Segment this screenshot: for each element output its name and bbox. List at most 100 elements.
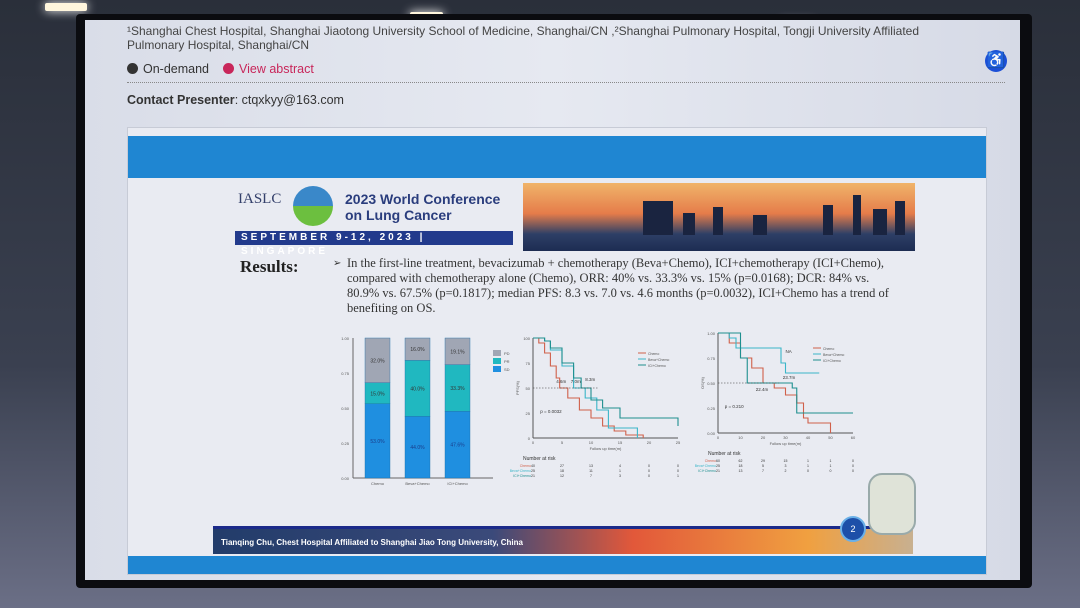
risk-value: 21 bbox=[531, 474, 535, 478]
risk-value: 5 bbox=[762, 464, 764, 468]
risk-value: 7 bbox=[762, 469, 764, 473]
risk-value: 13 bbox=[589, 464, 593, 468]
km-y-tick: 100 bbox=[523, 336, 530, 341]
km-x-tick: 5 bbox=[561, 440, 564, 445]
page-badge: 2 bbox=[840, 516, 866, 542]
view-abstract-text[interactable]: View abstract bbox=[239, 62, 314, 76]
km-legend-label: Beva+Chemo bbox=[823, 353, 844, 357]
bar-data-label: 40.0% bbox=[410, 386, 425, 392]
legend-swatch bbox=[493, 366, 501, 372]
km-y-tick: 0.50 bbox=[707, 381, 716, 386]
footer-author: Tianqing Chu, Chest Hospital Affiliated … bbox=[221, 538, 523, 547]
results-figures: 0.00 0.25 0.50 0.75 1.00 53.0% 15.0% 32.0% Chemo… bbox=[341, 331, 856, 486]
km-y-tick: 1.00 bbox=[707, 331, 716, 336]
on-demand-label: On-demand bbox=[127, 62, 209, 76]
km-y-tick: 50 bbox=[526, 386, 531, 391]
risk-value: 0 bbox=[852, 469, 854, 473]
risk-value: 18 bbox=[739, 464, 743, 468]
conference-title: 2023 World Conference on Lung Cancer bbox=[345, 191, 500, 223]
bar-data-label: 44.0% bbox=[410, 445, 425, 451]
bar-segment-pd bbox=[404, 337, 431, 361]
bar-y-tick: 0.75 bbox=[341, 371, 350, 376]
km-x-tick: 10 bbox=[589, 440, 594, 445]
bar-y-tick: 0.00 bbox=[341, 476, 350, 481]
bar-data-label: 15.0% bbox=[370, 391, 385, 397]
bar-data-label: 32.0% bbox=[370, 358, 385, 364]
km-y-tick: 0.25 bbox=[707, 406, 716, 411]
contact-label: Contact Presenter bbox=[127, 93, 235, 107]
risk-value: 0 bbox=[852, 459, 854, 463]
km-legend-label: ICI+Chemo bbox=[648, 364, 666, 368]
risk-row-label: Beva+Chemo bbox=[510, 469, 531, 473]
risk-value: 3 bbox=[619, 474, 621, 478]
results-heading: Results: bbox=[240, 257, 299, 276]
eposter: IASLC 2023 World Conference on Lung Cance… bbox=[127, 127, 987, 575]
risk-row-label: Beva+Chemo bbox=[695, 464, 716, 468]
risk-value: 1 bbox=[677, 474, 679, 478]
km-annotation: 7.0m bbox=[571, 379, 581, 384]
km-annotation: p = 0.210 bbox=[725, 404, 744, 409]
bar-category-label: ICI+Chemo bbox=[447, 481, 468, 486]
bar-segment-pd bbox=[444, 337, 471, 365]
conference-dates: SEPTEMBER 9-12, 2023 | SINGAPORE bbox=[235, 231, 513, 257]
bar-category-label: Beva+Chemo bbox=[405, 481, 430, 486]
bar-segment-sd bbox=[444, 411, 471, 479]
risk-value: 0 bbox=[648, 474, 650, 478]
km-legend-label: Chemo bbox=[648, 352, 659, 356]
risk-value: 27 bbox=[560, 464, 564, 468]
risk-row-label: ICI+Chemo bbox=[513, 474, 531, 478]
km-legend-label: Chemo bbox=[823, 347, 834, 351]
session-meta: On-demand View abstract bbox=[127, 62, 314, 76]
km-x-tick: 60 bbox=[851, 435, 856, 440]
km-y-label: OS(%) bbox=[700, 376, 705, 389]
km-y-tick: 75 bbox=[526, 361, 531, 366]
contact-email[interactable]: : ctqxkyy@163.com bbox=[234, 93, 344, 107]
risk-value: 4 bbox=[619, 464, 621, 468]
risk-value: 25 bbox=[716, 464, 720, 468]
km-y-tick: 0.00 bbox=[707, 431, 716, 436]
risk-value: 0 bbox=[852, 464, 854, 468]
view-abstract-link[interactable]: View abstract bbox=[223, 62, 314, 76]
poster-top-bar bbox=[128, 136, 986, 178]
km-x-tick: 50 bbox=[828, 435, 833, 440]
km-curve-beva-chemo bbox=[718, 332, 820, 374]
bar-data-label: 47.6% bbox=[450, 443, 465, 449]
km-x-tick: 20 bbox=[647, 440, 652, 445]
km-y-tick: 25 bbox=[526, 411, 531, 416]
poster-bottom-bar bbox=[128, 556, 986, 574]
km-x-tick: 20 bbox=[761, 435, 766, 440]
legend-swatch bbox=[493, 350, 501, 356]
risk-table-title: Number at risk bbox=[523, 456, 556, 462]
km-annotation: 4.6m bbox=[556, 379, 566, 384]
risk-value: 1 bbox=[807, 464, 809, 468]
km-annotation: NA bbox=[786, 349, 792, 354]
results-text: In the first-line treatment, bevacizumab… bbox=[333, 256, 903, 316]
bar-category-label: Chemo bbox=[371, 481, 385, 486]
risk-value: 0 bbox=[677, 464, 679, 468]
bar-y-tick: 0.25 bbox=[341, 441, 350, 446]
km-x-tick: 10 bbox=[738, 435, 743, 440]
km-x-tick: 15 bbox=[618, 440, 623, 445]
wclc-logo bbox=[293, 186, 333, 226]
risk-value: 0 bbox=[648, 464, 650, 468]
risk-row-label: ICI+Chemo bbox=[698, 469, 716, 473]
risk-row-label: Chemo bbox=[705, 459, 716, 463]
singapore-skyline-image bbox=[523, 183, 915, 251]
iaslc-logo: IASLC bbox=[238, 191, 282, 207]
legend-label: PD bbox=[504, 351, 510, 356]
risk-value: 1 bbox=[807, 459, 809, 463]
risk-table-title: Number at risk bbox=[708, 451, 741, 457]
km-x-label: Follow up time(m) bbox=[590, 446, 622, 451]
legend-label: SD bbox=[504, 367, 510, 372]
risk-value: 12 bbox=[560, 474, 564, 478]
km-legend-label: Beva+Chemo bbox=[648, 358, 669, 362]
accessibility-icon[interactable]: ♿ bbox=[985, 50, 1007, 72]
bar-y-tick: 0.50 bbox=[341, 406, 350, 411]
km-curve-ici-chemo bbox=[533, 337, 679, 426]
bar-y-tick: 1.00 bbox=[341, 336, 350, 341]
risk-value: 60 bbox=[716, 459, 720, 463]
risk-value: 13 bbox=[739, 469, 743, 473]
km-y-tick: 0.75 bbox=[707, 356, 716, 361]
legend-label: PR bbox=[504, 359, 510, 364]
merlion-logo bbox=[868, 473, 916, 535]
